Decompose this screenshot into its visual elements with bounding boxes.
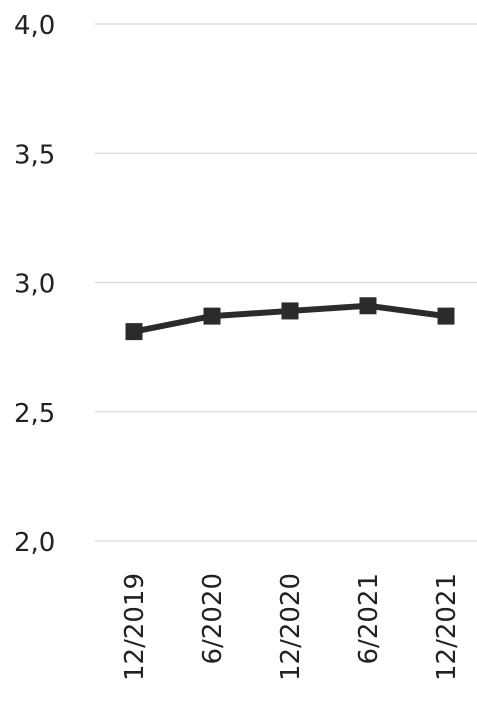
data-point-marker [203,307,221,325]
y-tick-label: 3,5 [14,140,55,170]
x-axis-tick-labels: 12/2019 6/2020 12/2020 6/2021 12/2021 [120,573,462,681]
x-tick-label: 12/2019 [120,573,150,681]
y-tick-label: 4,0 [14,11,55,41]
y-tick-label: 2,5 [14,399,55,429]
x-tick-label: 6/2021 [354,573,384,664]
data-point-marker [437,307,455,325]
data-point-marker [125,323,143,341]
data-point-marker [359,297,377,315]
series [125,297,455,341]
x-tick-label: 6/2020 [198,573,228,664]
y-axis-tick-labels: 2,0 2,5 3,0 3,5 4,0 [14,11,55,558]
y-tick-label: 3,0 [14,270,55,300]
gridlines [95,23,477,542]
data-point-marker [281,302,299,320]
x-tick-label: 12/2021 [432,573,462,681]
x-tick-label: 12/2020 [276,573,306,681]
y-tick-label: 2,0 [14,528,55,558]
